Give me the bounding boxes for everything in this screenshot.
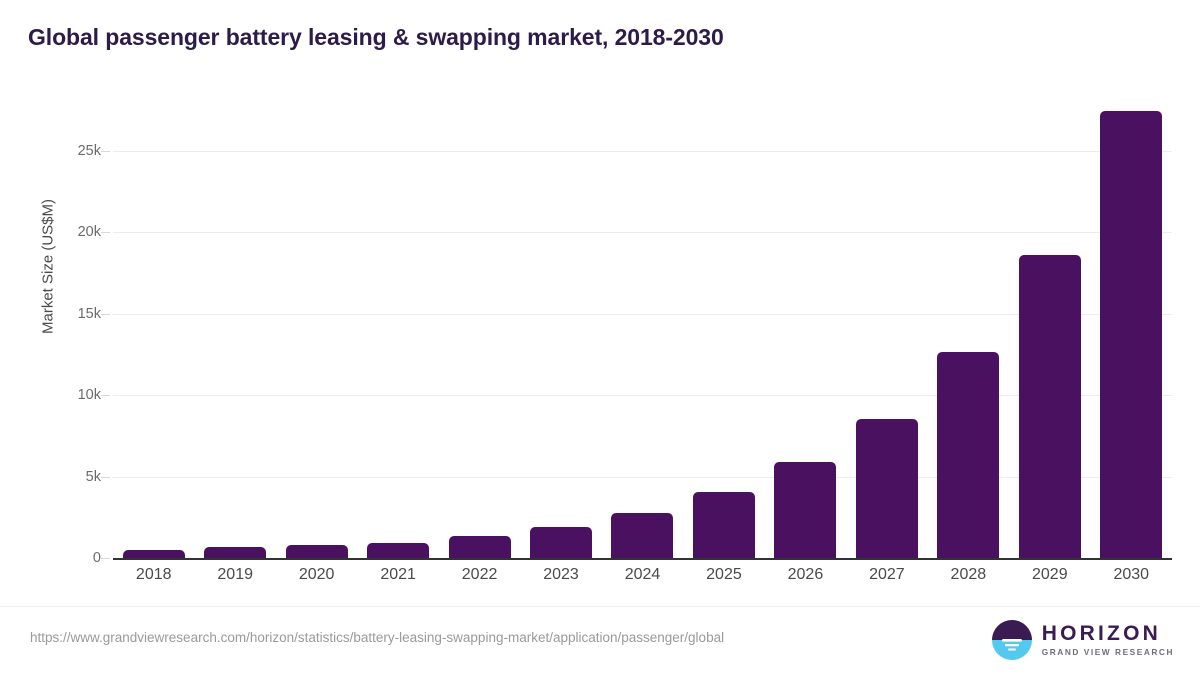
y-tick-mark: [101, 395, 110, 397]
logo-name: HORIZON: [1041, 622, 1161, 646]
x-tick-label: 2027: [869, 566, 905, 583]
bar-column[interactable]: [520, 110, 601, 558]
source-url[interactable]: https://www.grandviewresearch.com/horizo…: [30, 630, 725, 645]
x-axis-tick-labels: 2018 2019 2020 2021 2022 2023 2024 2025 2026 2027…: [113, 566, 1172, 594]
gridline: [113, 395, 1172, 397]
x-tick-label: 2023: [543, 566, 579, 583]
bar-column[interactable]: [439, 110, 520, 558]
y-tick-label: 20k: [77, 224, 101, 241]
bar-column[interactable]: [1009, 110, 1090, 558]
bar-column[interactable]: [1091, 110, 1172, 558]
bar-2020[interactable]: [285, 545, 348, 558]
y-tick-mark: [101, 232, 110, 234]
gridline: [113, 313, 1172, 315]
y-tick-mark: [101, 313, 110, 315]
footer-divider: [0, 606, 1200, 607]
x-tick-label: 2029: [1032, 566, 1068, 583]
y-tick-mark: [101, 558, 110, 559]
bar-column[interactable]: [846, 110, 927, 558]
x-axis-line: [113, 558, 1172, 560]
gridline: [113, 476, 1172, 478]
logo-tagline: GRAND VIEW RESEARCH: [1041, 647, 1174, 658]
bar-column[interactable]: [765, 110, 846, 558]
y-tick-label: 15k: [77, 305, 101, 322]
gridline: [113, 232, 1172, 234]
page-title: Global passenger battery leasing & swapp…: [28, 24, 724, 50]
bar-2030[interactable]: [1100, 111, 1163, 558]
x-tick-label: 2022: [461, 566, 498, 583]
x-tick-label: 2025: [706, 566, 742, 583]
bar-2019[interactable]: [204, 546, 267, 558]
y-tick-label: 0: [92, 550, 101, 566]
bar-column[interactable]: [357, 110, 438, 558]
bar-column[interactable]: [276, 110, 357, 558]
x-tick-label: 2018: [135, 566, 172, 583]
y-tick-label: 25k: [77, 143, 101, 159]
bar-2026[interactable]: [774, 461, 837, 558]
logo-text: HORIZON GRAND VIEW RESEARCH: [1042, 623, 1174, 656]
bar-column[interactable]: [683, 110, 764, 558]
bar-2028[interactable]: [937, 352, 1000, 558]
bar-series: [113, 110, 1172, 558]
x-tick-label: 2021: [380, 566, 416, 583]
bar-column[interactable]: [928, 110, 1009, 558]
bar-column[interactable]: [113, 110, 194, 558]
y-tick-label: 10k: [77, 387, 101, 404]
y-tick-label: 5k: [85, 468, 101, 485]
gridline: [113, 151, 1172, 152]
plot-gridlines: [113, 110, 1172, 558]
bar-2022[interactable]: [448, 536, 511, 558]
bar-2023[interactable]: [530, 527, 593, 558]
x-tick-label: 2030: [1113, 566, 1150, 583]
y-tick-mark: [101, 151, 110, 152]
bar-2021[interactable]: [367, 543, 430, 558]
x-tick-label: 2026: [787, 566, 824, 583]
bar-2018[interactable]: [122, 550, 185, 558]
y-axis-tick-labels: 0 5k 10k 15k 20k 25k: [35, 0, 110, 675]
bar-column[interactable]: [194, 110, 275, 558]
x-tick-label: 2020: [298, 566, 335, 583]
bar-2027[interactable]: [855, 418, 918, 558]
y-tick-mark: [101, 476, 110, 478]
bar-2029[interactable]: [1018, 254, 1081, 558]
x-tick-label: 2028: [950, 566, 987, 583]
horizon-sun-circle-icon: [991, 619, 1033, 661]
horizon-logo[interactable]: HORIZON GRAND VIEW RESEARCH: [991, 618, 1174, 662]
bar-2025[interactable]: [692, 492, 755, 558]
bar-2024[interactable]: [611, 513, 674, 558]
x-tick-label: 2024: [624, 566, 661, 583]
x-tick-label: 2019: [217, 566, 253, 583]
bar-column[interactable]: [602, 110, 683, 558]
